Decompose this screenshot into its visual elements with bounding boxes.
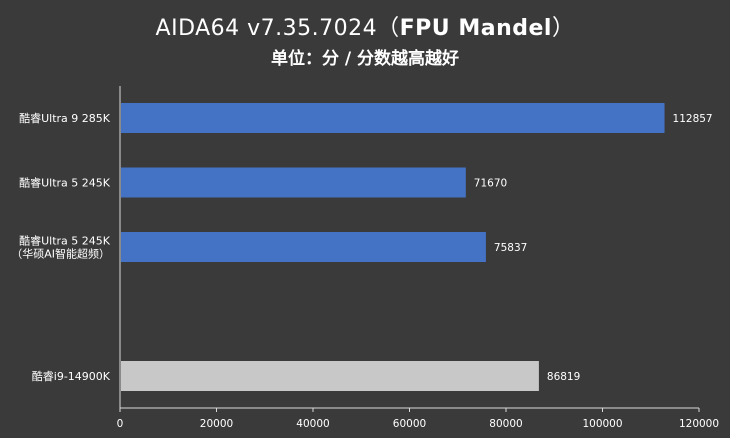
chart-title-bold: FPU Mandel [399, 16, 552, 41]
bar [121, 232, 486, 262]
data-label: 112857 [673, 113, 713, 125]
category-label: 酷睿Ultra 5 245K [19, 234, 111, 248]
bar [121, 167, 466, 198]
category-label: 酷睿i9-14900K [32, 369, 111, 383]
x-tick-label: 0 [117, 418, 124, 430]
chart-title-suffix: ） [551, 16, 575, 41]
x-tick-label: 20000 [200, 418, 233, 430]
chart-subtitle: 单位：分 / 分数越高越好 [270, 49, 460, 69]
x-tick-label: 120000 [679, 418, 719, 430]
x-tick-label: 40000 [296, 418, 329, 430]
x-tick-label: 100000 [582, 418, 622, 430]
data-label: 71670 [474, 178, 507, 190]
data-label: 75837 [494, 242, 527, 254]
bar [121, 103, 665, 133]
data-label: 86819 [547, 371, 580, 383]
category-label: 酷睿Ultra 5 245K [19, 176, 111, 190]
bar [121, 361, 539, 391]
x-tick-label: 60000 [393, 418, 426, 430]
category-label: 酷睿Ultra 9 285K [19, 111, 111, 125]
x-tick-label: 80000 [489, 418, 522, 430]
chart-title-prefix: AIDA64 v7.35.7024（ [155, 16, 400, 41]
category-label: （华硕AI智能超频） [11, 247, 110, 261]
chart-title: AIDA64 v7.35.7024（FPU Mandel） [0, 10, 730, 42]
